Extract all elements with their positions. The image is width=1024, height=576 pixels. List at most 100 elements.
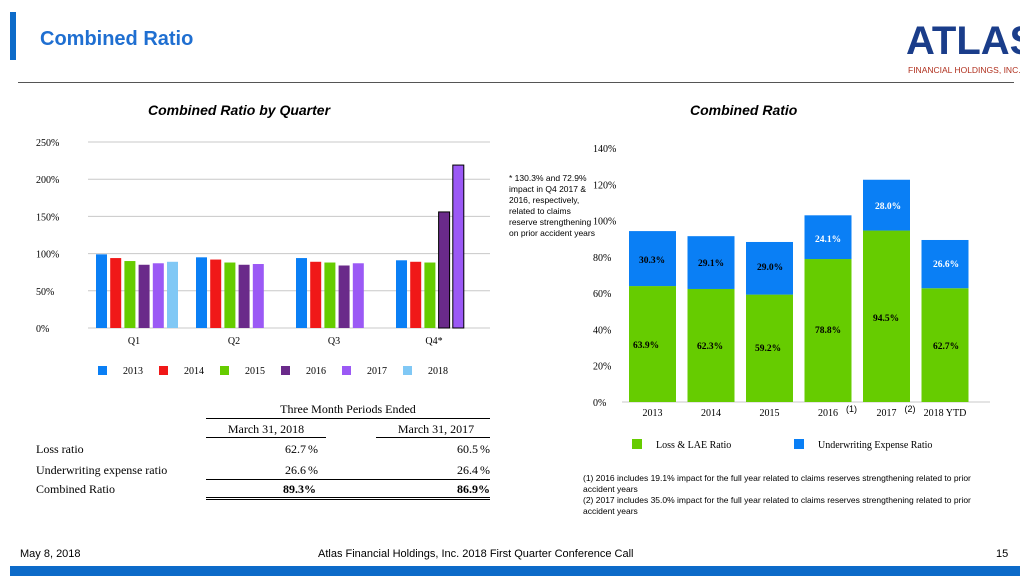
y-tick-label: 150% [36, 212, 59, 223]
bar-2016-Q2 [238, 264, 250, 328]
ratio-table: Three Month Periods Ended March 31, 2018… [36, 398, 506, 518]
loss-bar-2018 YTD [921, 288, 969, 402]
loss-bar-2015 [746, 294, 793, 402]
uw-bar-2013 [629, 231, 676, 287]
loss-value-label: 78.8% [815, 326, 841, 336]
legend-label-2018: 2018 [428, 366, 448, 377]
table-rule [206, 479, 490, 480]
page-number: 15 [996, 548, 1009, 560]
logo-main-text: ATLAS [906, 19, 1020, 63]
y-tick-label: 0% [593, 398, 606, 409]
table-group-header: Three Month Periods Ended [280, 402, 416, 416]
uw-bar-2016 [804, 215, 852, 260]
bar-2013-Q1 [96, 254, 107, 328]
table-row-label: Combined Ratio [36, 482, 115, 496]
table-cell-total: 86.9% [457, 482, 490, 496]
y-tick-label: 100% [36, 250, 59, 261]
bar-2013-Q4 [396, 260, 407, 328]
uw-value-label: 28.0% [875, 202, 901, 212]
bar-2017-Q1 [152, 263, 164, 328]
legend-swatch-2015 [220, 366, 229, 375]
x-tick-label: Q3 [328, 336, 340, 347]
footer-date: May 8, 2018 [20, 548, 81, 560]
table-rule [206, 499, 490, 500]
x-tick-label: 2017 [877, 408, 897, 419]
loss-bar-2014 [687, 288, 735, 402]
table-rule [376, 437, 490, 438]
bar-2017-Q3 [352, 263, 364, 328]
loss-value-label: 59.2% [755, 344, 781, 354]
y-tick-label: 140% [593, 144, 616, 155]
table-cell: 26.4 [457, 463, 478, 477]
x-tick-footnote: (2) [905, 404, 916, 414]
legend-label-2017: 2017 [367, 366, 387, 377]
y-tick-label: 200% [36, 175, 59, 186]
bar-2015-Q2 [224, 262, 236, 328]
table-pct: % [308, 442, 318, 456]
table-col2-header: March 31, 2017 [397, 422, 475, 436]
x-tick-label: Q1 [128, 336, 140, 347]
uw-value-label: 30.3% [639, 256, 665, 266]
header-divider [18, 82, 1014, 83]
bar-2015-Q4 [424, 262, 436, 328]
x-tick-label: 2015 [760, 408, 780, 419]
bar-2013-Q3 [296, 258, 307, 328]
table-row-label: Loss ratio [36, 442, 84, 456]
table-cell: 60.5 [457, 442, 478, 456]
table-cell: 62.7 [285, 442, 306, 456]
bar-2015-Q3 [324, 262, 336, 328]
logo-sub-text: FINANCIAL HOLDINGS, INC. [908, 65, 1020, 75]
page-title: Combined Ratio [40, 28, 194, 50]
bar-2016-Q4 [438, 211, 451, 329]
table-col1-header: March 31, 2018 [227, 422, 305, 436]
uw-value-label: 29.0% [757, 263, 783, 273]
x-tick-label: Q4* [425, 336, 442, 347]
legend-swatch-2014 [159, 366, 168, 375]
table-rule [206, 418, 490, 419]
table-rule [206, 497, 490, 498]
legend-label-2015: 2015 [245, 366, 265, 377]
legend-label-2016: 2016 [306, 366, 326, 377]
loss-bar-2016 [804, 259, 852, 402]
x-tick-label: 2016 [818, 408, 838, 419]
bar-2018-Q1 [167, 261, 178, 328]
x-tick-label: 2018 YTD [924, 408, 967, 419]
uw-bar-2018 YTD [921, 239, 969, 289]
footnote-1: (1) 2016 includes 19.1% impact for the f… [583, 473, 971, 494]
table-cell: 26.6 [285, 463, 306, 477]
y-tick-label: 100% [593, 217, 616, 228]
uw-bar-2015 [746, 241, 793, 295]
y-tick-label: 80% [593, 253, 611, 264]
table-pct: % [308, 463, 318, 477]
x-tick-label: Q2 [228, 336, 240, 347]
x-tick-label: 2013 [643, 408, 663, 419]
uw-value-label: 24.1% [815, 235, 841, 245]
uw-bar-2014 [687, 236, 735, 289]
loss-value-label: 62.3% [697, 342, 723, 352]
y-tick-label: 60% [593, 289, 611, 300]
table-pct: % [480, 463, 490, 477]
footnote-2: (2) 2017 includes 35.0% impact for the f… [583, 495, 971, 516]
footer-title: Atlas Financial Holdings, Inc. 2018 Firs… [318, 548, 634, 560]
bar-2014-Q3 [310, 261, 322, 328]
uw-value-label: 26.6% [933, 260, 959, 270]
bar-2014-Q2 [210, 259, 222, 328]
legend-swatch-2017 [342, 366, 351, 375]
table-cell-total: 89.3% [283, 482, 316, 496]
y-tick-label: 20% [593, 362, 611, 373]
bar-2015-Q1 [124, 261, 136, 328]
loss-value-label: 62.7% [933, 342, 959, 352]
y-tick-label: 120% [593, 180, 616, 191]
legend-swatch-2018 [403, 366, 412, 375]
bar-2014-Q1 [110, 258, 122, 328]
bar-2016-Q1 [138, 264, 150, 328]
legend-swatch-loss [632, 439, 642, 449]
atlas-logo: ATLAS FINANCIAL HOLDINGS, INC. [906, 19, 1020, 75]
left-chart-title: Combined Ratio by Quarter [148, 102, 331, 118]
legend-swatch-uw [794, 439, 804, 449]
table-pct: % [480, 442, 490, 456]
legend-label-2013: 2013 [123, 366, 143, 377]
legend-label-loss: Loss & LAE Ratio [656, 440, 731, 451]
y-tick-label: 0% [36, 324, 49, 335]
